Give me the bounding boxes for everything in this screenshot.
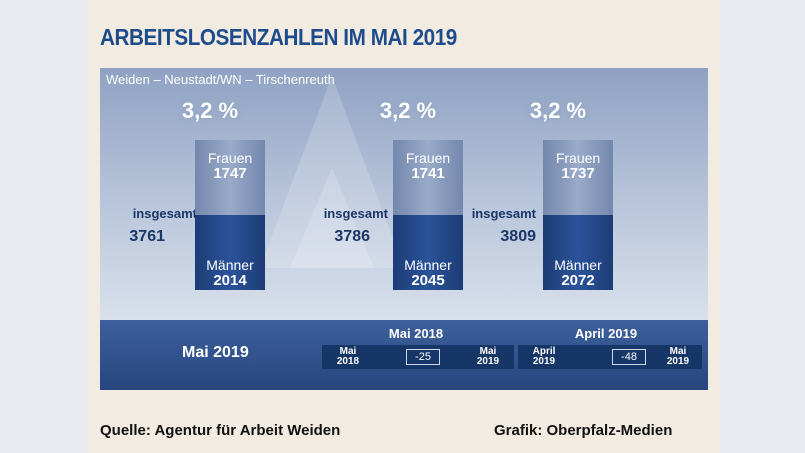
series-label: Frauen	[405, 150, 451, 166]
bar-column: Frauen 1741 Männer 2045	[393, 140, 463, 290]
value-label: 2072	[561, 272, 595, 289]
bar-maenner: Männer 2045	[393, 215, 463, 290]
series-label: Männer	[206, 257, 254, 273]
value-label: 1741	[411, 165, 445, 182]
comparison-title: April 2019	[574, 326, 638, 341]
series-label: Frauen	[207, 150, 253, 166]
chart-panel: Weiden – Neustadt/WN – Tirschenreuth 3,2…	[100, 68, 708, 390]
to-period: Mai 2019	[666, 346, 690, 367]
bar-maenner: Männer 2014	[195, 215, 265, 290]
from-period: Mai 2018	[336, 346, 360, 367]
change-value: -48	[612, 349, 646, 365]
to-period: Mai 2019	[476, 346, 500, 367]
credit-note: Grafik: Oberpfalz-Medien	[494, 422, 673, 439]
current-month-label: Mai 2019	[182, 344, 249, 361]
comparison-box: Mai 2018 -25 Mai 2019	[322, 345, 514, 369]
bar-frauen: Frauen 1747	[195, 140, 265, 215]
comparison-box: April 2019 -48 Mai 2019	[518, 345, 702, 369]
bar-frauen: Frauen 1737	[543, 140, 613, 215]
source-note: Quelle: Agentur für Arbeit Weiden	[100, 422, 341, 439]
total-value: 3809	[500, 228, 536, 245]
bar-column: Frauen 1737 Männer 2072	[543, 140, 613, 290]
comparison-title: Mai 2018	[388, 326, 444, 341]
region-label: Weiden – Neustadt/WN – Tirschenreuth	[106, 72, 335, 87]
chart-title: ARBEITSLOSENZAHLEN IM MAI 2019	[100, 24, 457, 50]
total-label: insgesamt	[132, 206, 197, 221]
value-label: 2045	[411, 272, 445, 289]
rate-label: 3,2 %	[181, 98, 239, 123]
total-label: insgesamt	[323, 206, 388, 221]
bar-column: Frauen 1747 Männer 2014	[195, 140, 265, 290]
series-label: Männer	[554, 257, 602, 273]
total-value: 3761	[129, 228, 165, 245]
bar-maenner: Männer 2072	[543, 215, 613, 290]
rate-label: 3,2 %	[529, 98, 587, 123]
series-label: Frauen	[555, 150, 601, 166]
series-label: Männer	[404, 257, 452, 273]
change-value: -25	[406, 349, 440, 365]
value-label: 1747	[213, 165, 247, 182]
value-label: 2014	[213, 272, 247, 289]
rate-label: 3,2 %	[379, 98, 437, 123]
bar-frauen: Frauen 1741	[393, 140, 463, 215]
total-value: 3786	[334, 228, 370, 245]
triangle-logo-decoration	[260, 76, 404, 268]
from-period: April 2019	[532, 346, 556, 367]
total-label: insgesamt	[471, 206, 536, 221]
value-label: 1737	[561, 165, 595, 182]
